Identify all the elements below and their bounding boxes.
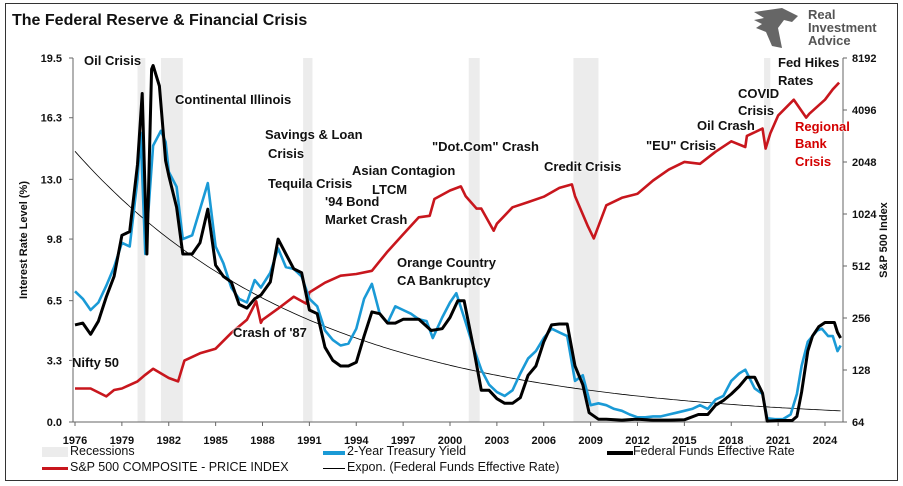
annotation-label: "Dot.Com" Crash [432, 139, 539, 154]
annotation-label: Continental Illinois [175, 92, 292, 107]
annotation-label: "EU" Crisis [646, 138, 717, 153]
series-lines [74, 64, 842, 423]
y-right-tick-label: 2048 [852, 157, 876, 169]
x-tick-label: 2012 [625, 435, 649, 447]
recession-band [764, 58, 771, 422]
y-right-tick-label: 64 [852, 417, 865, 429]
legend-fed-funds: Federal Funds Effective Rate [633, 444, 795, 458]
x-tick-label: 1985 [203, 435, 227, 447]
legend-sp500: S&P 500 COMPOSITE - PRICE INDEX [70, 460, 289, 474]
axes: 1976 1979 1982 1985 1988 1991 1994 1997 2000 2003… [18, 53, 890, 447]
y-right-tick-label: 256 [852, 313, 870, 325]
annotation-label: Credit Crisis [544, 159, 622, 174]
legend-expon-swatch [323, 468, 345, 469]
annotation-label: Oil Crisis [84, 53, 142, 68]
annotation-label: Oil Crash [697, 118, 755, 133]
x-tick-label: 2015 [672, 435, 696, 447]
annotation-label: Crisis [268, 146, 305, 161]
annotation-label: COVID [738, 86, 780, 101]
chart-title: The Federal Reserve & Financial Crisis [12, 12, 308, 29]
x-tick-label: 1988 [250, 435, 274, 447]
y-right-tick-label: 512 [852, 261, 870, 273]
x-tick-label: 1997 [391, 435, 415, 447]
y-right-tick-label: 4096 [852, 105, 876, 117]
x-tick-label: 1976 [63, 435, 87, 447]
logo-text: Real Investment Advice [808, 7, 877, 48]
legend-sp500-swatch [42, 467, 68, 470]
x-tick-label: 2003 [485, 435, 509, 447]
real-investment-advice-logo: Real Investment Advice [752, 6, 892, 50]
x-tick-label: 1991 [297, 435, 321, 447]
annotation-label: Savings & Loan [265, 127, 363, 142]
annotation-label: Crisis [738, 103, 775, 118]
y-right-tick-label: 8192 [852, 53, 876, 65]
recession-band [137, 58, 146, 422]
recession-band [303, 58, 313, 422]
sp500-line [75, 81, 841, 398]
y-left-tick-label: 6.5 [47, 296, 62, 308]
y-left-tick-label: 3.3 [47, 355, 62, 367]
x-tick-label: 2018 [719, 435, 743, 447]
annotation-label: Tequila Crisis [268, 176, 353, 191]
x-tick-label: 2006 [532, 435, 556, 447]
y-left-axis-title: Interest Rate Level (%) [18, 181, 30, 299]
x-tick-label: 2000 [438, 435, 462, 447]
annotation-label: Fed Hikes [778, 55, 840, 70]
y-left-tick-label: 16.3 [41, 113, 62, 125]
legend-recessions: Recessions [70, 444, 135, 458]
legend-recessions-swatch [42, 447, 68, 457]
y-right-tick-label: 1024 [852, 209, 877, 221]
legend-fed-funds-swatch [607, 451, 633, 455]
annotation-label: Orange Country [397, 255, 496, 270]
y-right-axis-title: S&P 500 Index [878, 201, 890, 277]
recession-band [573, 58, 599, 422]
annotation-label: Regional [795, 119, 850, 134]
y-left-tick-label: 9.8 [47, 234, 62, 246]
recession-band [468, 58, 480, 422]
fed-funds-line [74, 64, 842, 423]
annotation-label: LTCM [372, 182, 408, 197]
x-tick-label: 2009 [578, 435, 602, 447]
legend-expon: Expon. (Federal Funds Effective Rate) [347, 460, 560, 474]
annotation-label: Bank [795, 136, 827, 151]
y-left-tick-label: 13.0 [41, 174, 62, 186]
x-tick-label: 2021 [766, 435, 790, 447]
x-tick-label: 1994 [344, 435, 369, 447]
recession-bands [137, 58, 771, 422]
x-tick-label: 1979 [110, 435, 134, 447]
annotation-label: Crash of '87 [233, 325, 307, 340]
y-left-tick-label: 19.5 [41, 53, 62, 65]
annotation-label: Nifty 50 [72, 355, 119, 370]
annotation-label: Crisis [795, 154, 832, 169]
two-year-treasury-line [74, 129, 842, 421]
y-left-tick-label: 0.0 [47, 417, 62, 429]
annotation-label: '94 Bond [325, 194, 380, 209]
eagle-icon [754, 8, 798, 48]
x-tick-label: 2024 [813, 435, 838, 447]
chart-frame [5, 3, 898, 481]
annotation-label: Rates [778, 73, 814, 88]
x-tick-label: 1982 [157, 435, 181, 447]
annotation-label: Asian Contagion [352, 163, 456, 178]
y-right-tick-label: 128 [852, 365, 870, 377]
annotation-label: CA Bankruptcy [397, 273, 491, 288]
legend-two-year-swatch [323, 451, 345, 455]
legend-two-year: 2-Year Treasury Yield [347, 444, 467, 458]
annotation-label: Market Crash [325, 212, 408, 227]
